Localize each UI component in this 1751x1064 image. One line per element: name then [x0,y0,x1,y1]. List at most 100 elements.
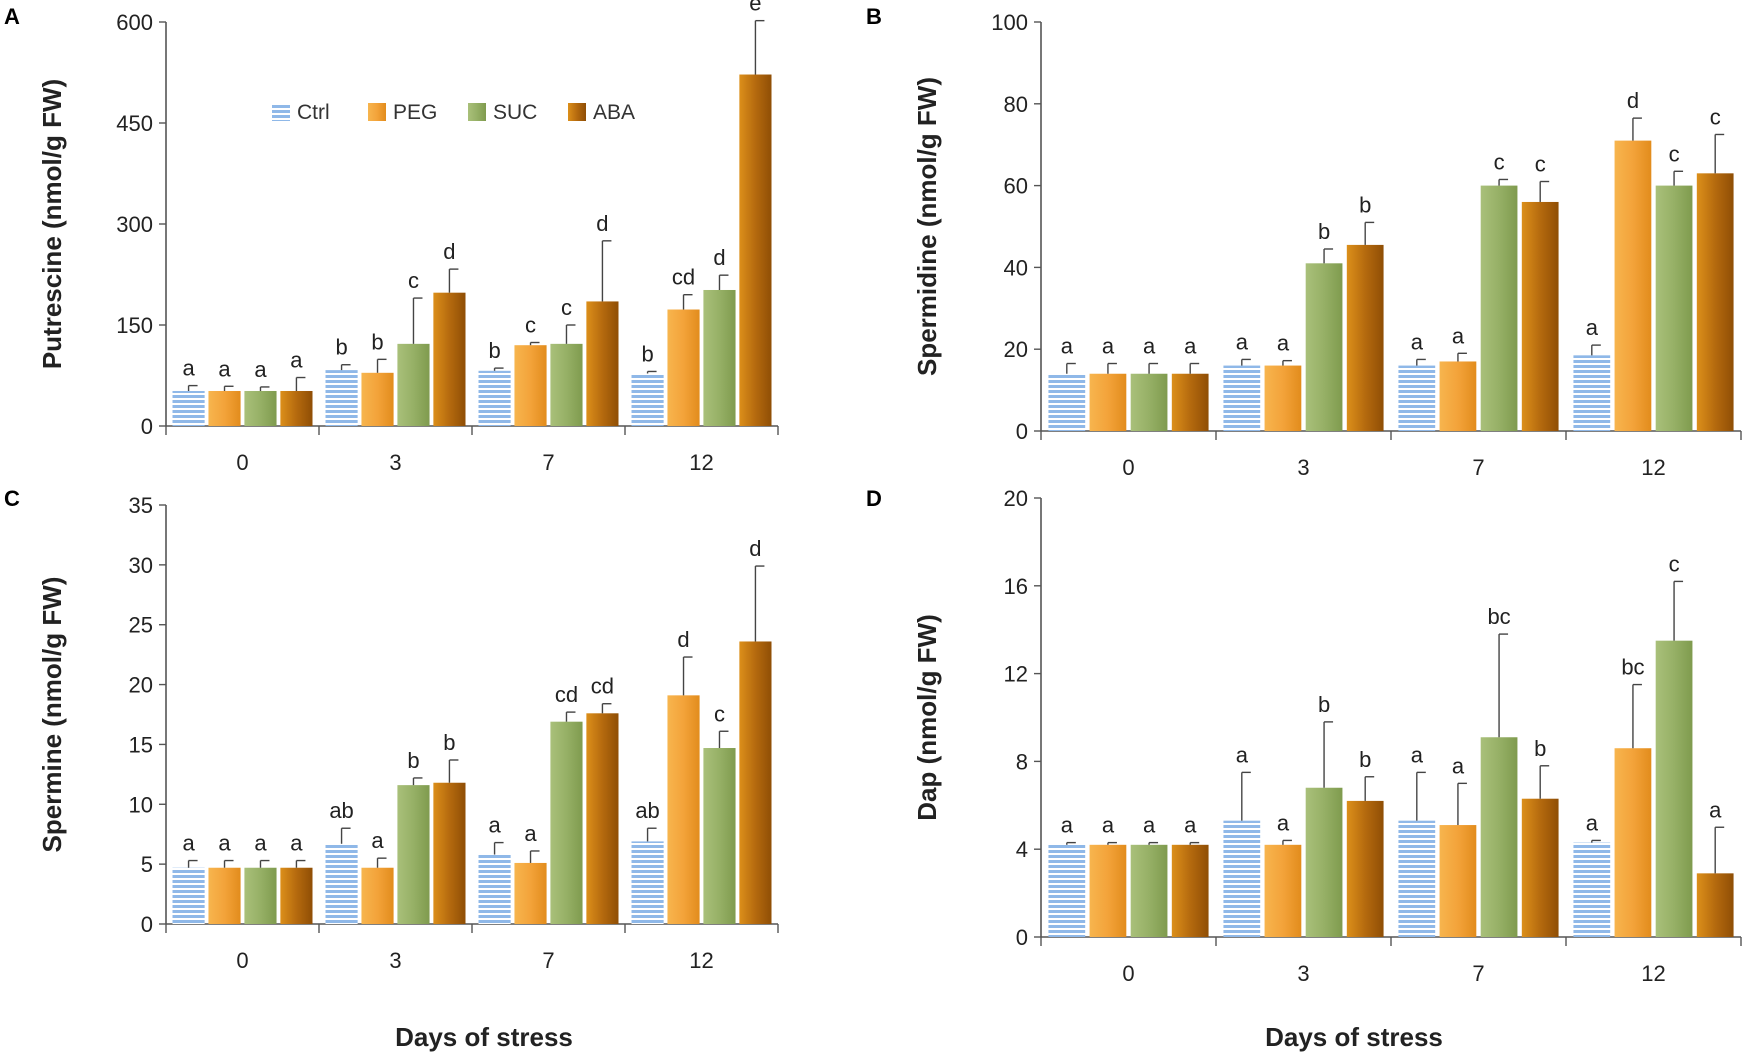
y-tick-label-d: 12 [1004,662,1028,687]
significance-label-c: d [677,627,689,652]
chart-panel-d: 0 4 8 12 16 20 0 a a a a 3 a a b b 7 a a bc b 12 a bc c a Dap (nmo… [912,486,1742,986]
bar-b-aba [1346,244,1384,431]
x-tick-label-a: 7 [542,450,554,475]
bar-b-suc [1655,185,1693,431]
y-tick-label-b: 60 [1004,174,1028,199]
significance-label-c: a [182,831,195,856]
bar-c-ctrl [631,841,664,924]
bar-c-aba [280,867,313,924]
x-tick-label-a: 0 [236,450,248,475]
significance-label-d: a [1452,753,1465,778]
bar-b-peg [1264,365,1302,431]
bar-a-aba [586,301,619,426]
y-tick-label-d: 20 [1004,486,1028,511]
bar-d-suc [1130,844,1168,937]
bar-b-peg [1439,361,1477,431]
bar-b-ctrl [1573,355,1611,431]
bar-b-suc [1480,185,1518,431]
bar-d-peg [1439,825,1477,937]
significance-label-b: c [1494,149,1505,174]
x-tick-label-d: 0 [1122,961,1134,986]
legend-label-suc: SUC [493,101,537,124]
bar-d-suc [1480,737,1518,937]
bar-a-peg [208,390,241,426]
y-tick-label-d: 4 [1016,837,1028,862]
bar-a-ctrl [631,373,664,426]
bar-a-suc [703,289,736,426]
legend-swatch-suc [468,103,486,121]
y-tick-label-d: 16 [1004,574,1028,599]
bar-a-ctrl [172,390,205,426]
significance-label-d: a [1061,813,1074,838]
significance-label-b: d [1627,88,1639,113]
x-tick-label-c: 12 [689,948,713,973]
bar-b-suc [1130,373,1168,431]
y-tick-label-a: 600 [116,10,153,35]
bar-d-aba [1521,798,1559,937]
y-tick-label-b: 40 [1004,255,1028,280]
panel-letter-b: B [866,4,882,29]
significance-label-b: a [1143,334,1156,359]
significance-label-c: d [749,536,761,561]
x-tick-label-b: 12 [1641,455,1665,480]
bar-d-aba [1171,844,1209,937]
bar-d-peg [1089,844,1127,937]
significance-label-a: c [561,295,572,320]
significance-label-b: c [1669,141,1680,166]
bar-b-peg [1089,373,1127,431]
significance-label-d: a [1411,742,1424,767]
bar-a-peg [361,372,394,426]
significance-label-b: c [1710,104,1721,129]
significance-label-b: c [1535,152,1546,177]
bar-c-ctrl [172,867,205,924]
significance-label-d: a [1236,742,1249,767]
bar-d-ctrl [1223,820,1261,937]
y-tick-label-b: 100 [991,10,1028,35]
significance-label-d: a [1184,813,1197,838]
y-tick-label-b: 0 [1016,419,1028,444]
bar-b-ctrl [1398,365,1436,431]
bar-c-suc [397,785,430,924]
y-axis-title-a: Putrescine (nmol/g FW) [37,79,67,369]
x-tick-label-d: 12 [1641,961,1665,986]
bar-b-aba [1521,201,1559,431]
significance-label-a: c [525,313,536,338]
significance-label-c: a [488,813,501,838]
bar-c-ctrl [478,854,511,924]
panel-letter-c: C [4,486,20,511]
significance-label-d: a [1586,810,1599,835]
bar-d-suc [1305,787,1343,937]
significance-label-a: e [749,0,761,16]
bar-a-suc [244,390,277,426]
x-tick-label-c: 3 [389,948,401,973]
bar-d-peg [1264,844,1302,937]
significance-label-a: a [254,357,267,382]
significance-label-a: b [335,335,347,360]
bar-b-aba [1171,373,1209,431]
x-axis-title-left: Days of stress [395,1022,573,1052]
significance-label-b: a [1277,331,1290,356]
significance-label-a: d [596,211,608,236]
bar-a-aba [280,390,313,426]
significance-label-c: ab [329,798,353,823]
y-tick-label-a: 0 [141,414,153,439]
significance-label-c: b [407,748,419,773]
y-tick-label-c: 0 [141,912,153,937]
x-tick-label-b: 3 [1297,455,1309,480]
significance-label-a: b [488,338,500,363]
bar-a-aba [739,74,772,427]
chart-panel-b: 0 20 40 60 80 100 0 a a a a 3 a a b b 7 a a c c 12 a d c c Spermid… [912,10,1742,480]
significance-label-b: a [1102,334,1115,359]
x-axis-title-right: Days of stress [1265,1022,1443,1052]
chart-legend: Ctrl PEG SUC ABA [272,101,635,124]
significance-label-d: a [1709,797,1722,822]
bar-d-ctrl [1048,844,1086,937]
significance-label-c: a [371,828,384,853]
bar-b-suc [1305,263,1343,431]
bar-b-aba [1696,173,1734,431]
y-tick-label-c: 35 [129,493,153,518]
significance-label-c: a [254,831,267,856]
bar-d-peg [1614,748,1652,937]
